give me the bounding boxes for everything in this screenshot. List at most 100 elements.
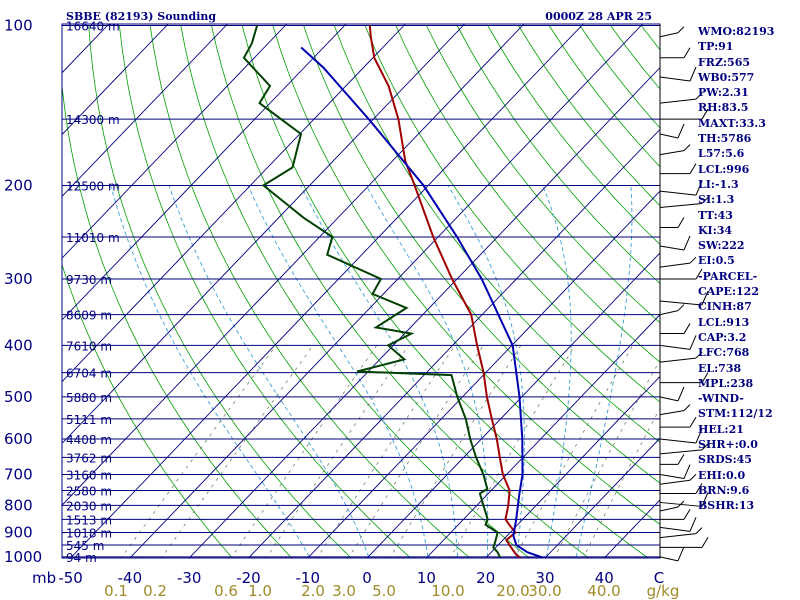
parameter-27: SHR+:0.0 [698, 438, 758, 452]
wind-barb-flag [677, 26, 685, 34]
wind-barb [659, 438, 697, 444]
parameter-6: MAXT:33.3 [698, 116, 766, 130]
temp-tick-30: 30 [535, 569, 554, 587]
isotherm [544, 437, 660, 558]
pressure-tick-900: 900 [4, 524, 33, 542]
pressure-tick-300: 300 [4, 270, 33, 288]
wind-barb-flag [677, 454, 685, 465]
wind-barb-flag [701, 537, 709, 548]
temp-tick--40: -40 [118, 569, 143, 587]
wind-barb [659, 98, 697, 104]
mixing-ratio-tick: 30.0 [528, 582, 561, 600]
isotherm [62, 24, 169, 136]
mixing-ratio-line [265, 345, 409, 558]
wind-barb [659, 474, 685, 480]
wind-barb-flag [701, 372, 709, 383]
wind-barb-flag [677, 304, 685, 311]
isotherm [248, 128, 660, 558]
chart-datetime: 0000Z 28 APR 25 [545, 10, 652, 23]
parameter-8: L57:5.6 [698, 147, 745, 161]
sounding-parameters: WMO:82193 TP:91 FRZ:565 WB0:577 PW:2.31 RH:83… [698, 24, 798, 514]
moist-adiabat [110, 185, 310, 558]
temp-tick-40: 40 [595, 569, 614, 587]
dry-adiabat [272, 25, 660, 526]
mixing-ratio-tick: 0.2 [143, 582, 167, 600]
dry-adiabat [211, 25, 590, 558]
parameter-19: LCL:913 [698, 315, 750, 329]
mixing-ratio-tick: 10.0 [431, 582, 464, 600]
moist-adiabat [365, 185, 489, 557]
wind-barb-flag [695, 268, 703, 280]
wind-barb-flag [683, 235, 691, 251]
pressure-tick-400: 400 [4, 336, 33, 354]
wind-barb-flag [683, 404, 691, 411]
dry-adiabat [487, 25, 660, 246]
wind-barb [659, 300, 703, 306]
pressure-tick-500: 500 [4, 388, 33, 406]
wind-barb [659, 190, 697, 196]
parameter-18: CINH:87 [698, 300, 752, 314]
chart-title: SBBE (82193) Sounding [66, 10, 216, 23]
height-label: 8609 m [66, 309, 112, 323]
isotherm [485, 375, 660, 558]
moist-adiabat [247, 185, 429, 557]
mixing-ratio-tick: 0.1 [104, 582, 128, 600]
wind-barb-flag [701, 492, 709, 507]
parameter-24: -WIND- [698, 392, 744, 406]
dry-adiabat [119, 25, 412, 558]
isotherm [62, 24, 465, 445]
parameter-3: WB0:577 [698, 70, 755, 84]
pressure-tick-600: 600 [4, 430, 33, 448]
pressure-tick-100: 100 [4, 17, 33, 35]
pressure-tick-200: 200 [4, 176, 33, 194]
wind-barb [659, 133, 679, 139]
mixing-ratio-line [514, 345, 634, 558]
wind-barb-flag [695, 180, 703, 196]
parameter-10: LI:-1.3 [698, 177, 739, 191]
wind-barb [659, 262, 691, 268]
parameter-2: FRZ:565 [698, 55, 751, 69]
parameter-13: KI:34 [698, 223, 733, 237]
parameter-28: SRDS:45 [698, 453, 752, 467]
dry-adiabat [88, 25, 352, 558]
mixing-ratio-tick: 3.0 [332, 582, 356, 600]
isotherm [129, 24, 643, 558]
isotherm [62, 24, 347, 321]
moist-adiabat [447, 185, 525, 557]
isotherm [307, 190, 660, 558]
wind-barb [659, 533, 697, 539]
wind-barb-flag [683, 509, 691, 520]
wind-barb-flag [695, 527, 703, 534]
parameter-26: HEL:21 [698, 422, 744, 436]
dry-adiabat [62, 263, 233, 558]
wind-barb-flag [677, 500, 685, 508]
height-label: 7610 m [66, 339, 112, 353]
wind-barb-flag [695, 428, 703, 444]
temp-tick--50: -50 [58, 569, 83, 587]
parameter-5: RH:83.5 [698, 101, 749, 115]
parameter-31: BSHR:13 [698, 499, 755, 513]
wind-barb-flag [683, 464, 691, 479]
x-axis-unit: mb [32, 569, 56, 587]
wind-barb-flag [677, 386, 685, 402]
wind-barb-flag [689, 416, 697, 428]
isotherm [62, 24, 406, 383]
parameter-23: MPL:238 [698, 376, 754, 390]
height-label: 3762 m [66, 451, 112, 465]
mixing-ratio-tick: 2.0 [301, 582, 325, 600]
pressure-tick-1000: 1000 [4, 548, 42, 566]
parameter-15: EI:0.5 [698, 254, 735, 268]
wind-barb-flag [701, 290, 709, 306]
dry-adiabat [426, 25, 660, 324]
height-label: 545 m [66, 539, 104, 553]
wind-barb-flag [683, 144, 691, 151]
parameter-1: TP:91 [698, 40, 734, 54]
parameter-17: CAPE:122 [698, 285, 759, 299]
wind-barb [659, 245, 685, 251]
wind-barb [659, 202, 703, 208]
wind-barb [659, 410, 685, 416]
dry-adiabat [62, 81, 293, 558]
wind-barb-flag [689, 473, 697, 481]
wind-barb [659, 310, 679, 316]
parameter-22: EL:738 [698, 361, 742, 375]
